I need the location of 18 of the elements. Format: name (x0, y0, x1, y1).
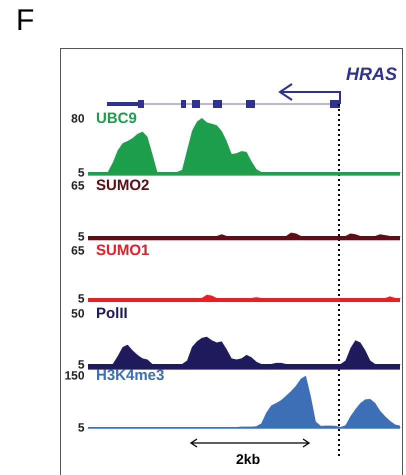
text: HRAS (346, 64, 398, 85)
chart-title: SUMO2 (96, 177, 150, 194)
y-tick-label: 5 (78, 358, 85, 372)
chart-title: UBC9 (96, 110, 137, 127)
chart-title: SUMO1 (96, 242, 150, 259)
chart-title: H3K4me3 (96, 367, 164, 384)
y-tick-label: 50 (71, 306, 85, 320)
y-tick-label: 65 (71, 178, 85, 192)
text: F (16, 4, 34, 38)
y-tick-label: 5 (78, 420, 85, 434)
y-tick-label: 5 (78, 166, 85, 180)
y-tick-label: 80 (71, 112, 85, 126)
chart-title: PolII (96, 305, 128, 322)
text: 2kb (236, 451, 260, 467)
y-tick-label: 65 (71, 244, 85, 258)
y-tick-label: 5 (78, 292, 85, 306)
y-tick-label: 5 (78, 230, 85, 244)
y-tick-label: 150 (64, 368, 85, 382)
